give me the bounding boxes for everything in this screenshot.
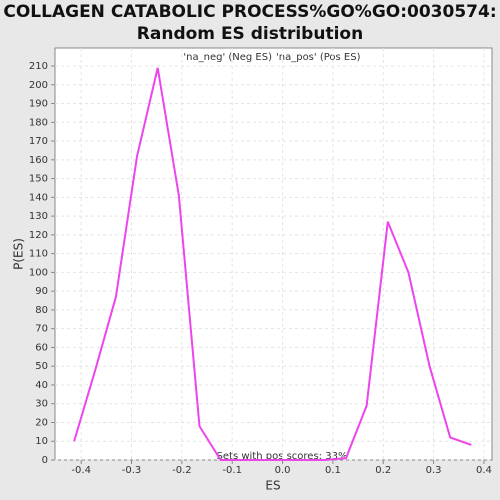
y-tick-label: 150 <box>29 174 48 185</box>
y-tick-label: 130 <box>29 211 48 222</box>
y-tick-label: 180 <box>29 117 48 128</box>
y-tick-label: 140 <box>29 192 48 203</box>
x-tick-label: 0.0 <box>275 465 291 476</box>
x-tick-label: 0.4 <box>476 465 492 476</box>
y-tick-label: 200 <box>29 80 48 91</box>
y-tick-label: 0 <box>42 455 48 466</box>
y-tick-label: 170 <box>29 136 48 147</box>
legend-entry: 'na_pos' (Pos ES) <box>276 52 361 63</box>
y-tick-label: 10 <box>35 436 48 447</box>
chart-subtitle: Random ES distribution <box>137 24 363 44</box>
x-tick-label: -0.4 <box>71 465 91 476</box>
x-tick-label: -0.1 <box>222 465 242 476</box>
y-tick-label: 120 <box>29 230 48 241</box>
x-axis-label: ES <box>265 479 280 493</box>
x-tick-label: 0.3 <box>426 465 442 476</box>
legend-entry: 'na_neg' (Neg ES) <box>183 52 272 63</box>
y-tick-label: 20 <box>35 417 48 428</box>
y-tick-label: 60 <box>35 342 48 353</box>
y-tick-label: 50 <box>35 361 48 372</box>
chart-title: COLLAGEN CATABOLIC PROCESS%GO%GO:0030574… <box>3 2 496 22</box>
y-axis-label: P(ES) <box>12 238 26 270</box>
y-tick-label: 30 <box>35 399 48 410</box>
x-tick-label: 0.1 <box>325 465 341 476</box>
y-tick-label: 80 <box>35 305 48 316</box>
y-tick-label: 70 <box>35 324 48 335</box>
y-tick-label: 190 <box>29 99 48 110</box>
x-tick-label: 0.2 <box>375 465 391 476</box>
y-tick-label: 100 <box>29 267 48 278</box>
y-tick-label: 160 <box>29 155 48 166</box>
x-tick-label: -0.2 <box>172 465 192 476</box>
y-tick-label: 210 <box>29 61 48 72</box>
y-tick-label: 90 <box>35 286 48 297</box>
annotation: Sets with pos scores: 33% <box>217 451 348 462</box>
y-tick-label: 110 <box>29 249 48 260</box>
data-line <box>73 67 472 461</box>
y-tick-label: 40 <box>35 380 48 391</box>
x-tick-label: -0.3 <box>122 465 142 476</box>
